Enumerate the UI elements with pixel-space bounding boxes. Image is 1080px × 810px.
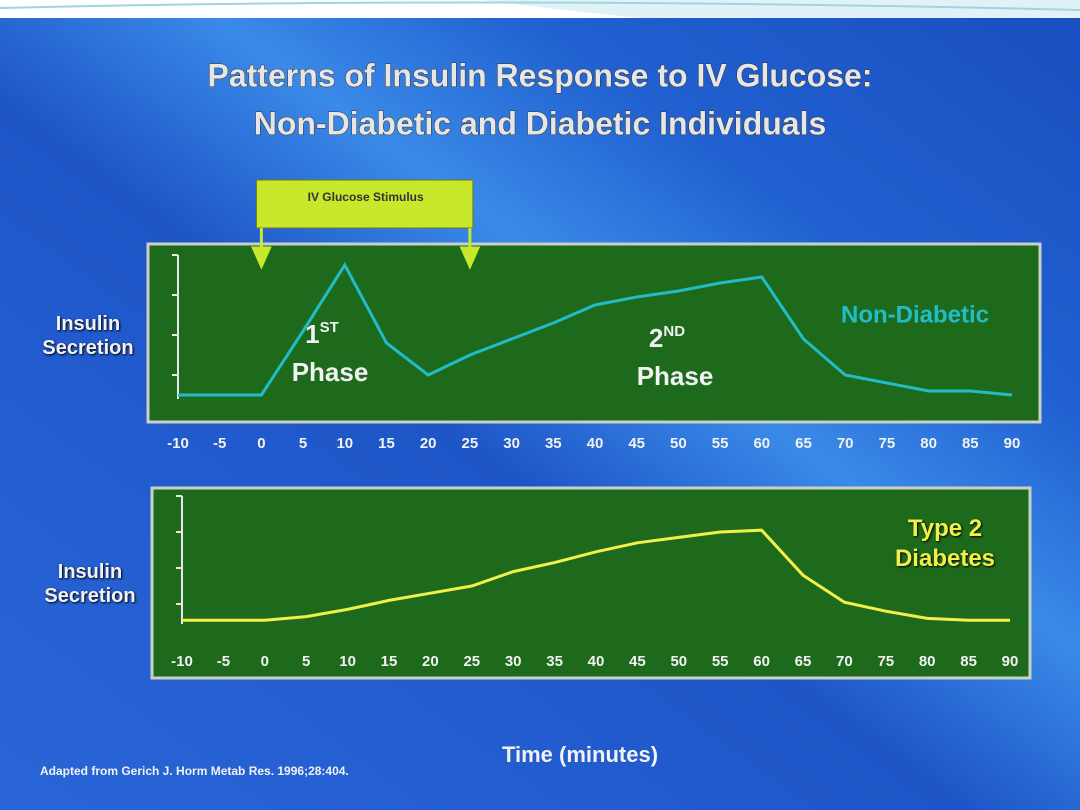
plot-box [146, 242, 1042, 424]
x-tick-label: 0 [257, 435, 265, 452]
title: Patterns of Insulin Response to IV Gluco… [208, 57, 873, 93]
x-tick-label: 70 [836, 653, 853, 670]
x-tick-label: 35 [545, 435, 562, 452]
x-tick-label: 65 [795, 653, 812, 670]
y-axis-label: Insulin Secretion [44, 561, 136, 607]
x-tick-label: 15 [378, 435, 395, 452]
stimulus-label: IV Glucose Stimulus [308, 190, 424, 204]
phase-label: 1ST [305, 319, 339, 349]
x-tick-label: 45 [629, 653, 646, 670]
phase-label: Phase [637, 361, 714, 391]
decor [480, 0, 1080, 18]
source: Adapted from Gerich J. Horm Metab Res. 1… [40, 764, 349, 778]
x-tick-label: 70 [837, 435, 854, 452]
x-tick-label: -10 [171, 653, 193, 670]
x-tick-label: 65 [795, 435, 812, 452]
y-axis-label: Insulin Secretion [42, 313, 134, 359]
x-tick-label: 50 [670, 435, 687, 452]
x-tick-label: 85 [962, 435, 979, 452]
x-tick-label: 30 [503, 435, 520, 452]
decor [0, 1, 1080, 11]
x-tick-label: 85 [960, 653, 977, 670]
x-tick-label: 40 [587, 435, 604, 452]
x-tick-label: 75 [879, 435, 896, 452]
line [182, 528, 1010, 622]
x-tick-label: 35 [546, 653, 563, 670]
x-tick-label: 15 [381, 653, 398, 670]
x-tick-label: 60 [753, 653, 770, 670]
x-tick-label: 20 [422, 653, 439, 670]
x-tick-label: 20 [420, 435, 437, 452]
plot-box [150, 486, 1032, 680]
stimulus-arrow [459, 228, 481, 270]
phase-number: 2 [649, 323, 663, 353]
title: Non-Diabetic and Diabetic Individuals [254, 105, 827, 141]
x-tick-label: 25 [462, 435, 479, 452]
x-tick-label: 50 [670, 653, 687, 670]
x-tick-label: 10 [336, 435, 353, 452]
phase-sup: ST [320, 319, 339, 336]
legend-label: Non-Diabetic [841, 301, 989, 328]
phase-number: 1 [305, 319, 319, 349]
stimulus-arrow [251, 228, 272, 270]
x-tick-label: 80 [919, 653, 936, 670]
x-tick-label: 5 [299, 435, 307, 452]
x-axis-label: Time (minutes) [502, 742, 658, 767]
line [178, 262, 1013, 397]
x-tick-label: 80 [920, 435, 937, 452]
x-tick-label: 90 [1004, 435, 1021, 452]
x-tick-label: 75 [877, 653, 894, 670]
x-tick-label: 0 [261, 653, 269, 670]
x-tick-label: -5 [217, 653, 230, 670]
x-tick-label: 5 [302, 653, 310, 670]
x-tick-label: 55 [712, 435, 729, 452]
phase-sup: ND [663, 323, 685, 340]
legend-label: Type 2 Diabetes [894, 515, 996, 572]
x-tick-label: 45 [628, 435, 645, 452]
x-tick-label: 30 [505, 653, 522, 670]
x-tick-label: 40 [588, 653, 605, 670]
x-tick-label: 60 [753, 435, 770, 452]
x-tick-label: 10 [339, 653, 356, 670]
x-tick-label: 90 [1002, 653, 1019, 670]
phase-label: 2ND [649, 323, 685, 353]
x-tick-label: 25 [463, 653, 480, 670]
x-tick-label: 55 [712, 653, 729, 670]
phase-label: Phase [292, 357, 369, 387]
x-tick-label: -10 [167, 435, 189, 452]
stimulus-box [255, 179, 474, 229]
x-tick-label: -5 [213, 435, 226, 452]
